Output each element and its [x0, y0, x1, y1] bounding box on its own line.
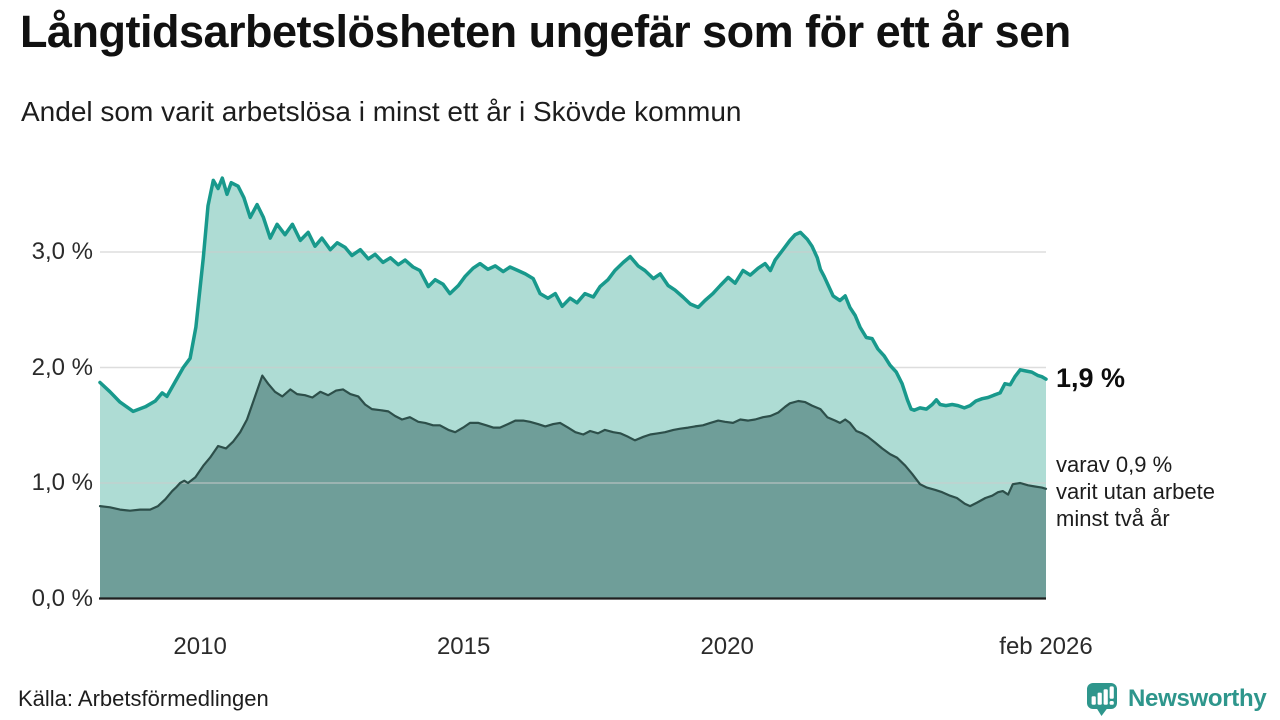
y-tick-label: 0,0 %	[31, 584, 93, 612]
end-value-label-two-years: varav 0,9 % varit utan arbete minst två …	[1056, 452, 1215, 531]
chart-subtitle: Andel som varit arbetslösa i minst ett å…	[21, 96, 742, 127]
y-tick-label: 1,0 %	[31, 469, 93, 496]
page-title: Långtidsarbetslösheten ungefär som för e…	[20, 6, 1071, 57]
x-tick-label: feb 2026	[999, 633, 1093, 660]
end-value-label-one-year: 1,9 %	[1056, 363, 1126, 393]
brand-wordmark: Newsworthy	[1128, 684, 1267, 712]
source-note: Källa: Arbetsförmedlingen	[18, 686, 269, 711]
y-tick-label: 3,0 %	[31, 238, 93, 265]
x-tick-label: 2020	[700, 633, 754, 660]
bar-chart-bubble-icon	[1087, 683, 1117, 716]
x-tick-label: 2015	[436, 633, 491, 660]
newsworthy-logo: Newsworthy	[1084, 680, 1267, 717]
x-tick-label: 2010	[173, 633, 227, 660]
y-tick-label: 2,0 %	[31, 353, 93, 381]
